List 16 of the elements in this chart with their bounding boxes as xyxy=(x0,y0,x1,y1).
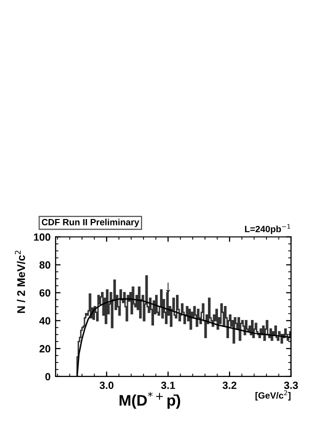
x-tick-label: 3.3 xyxy=(284,382,298,389)
text: L=240pb$^{−1}$ xyxy=(245,224,290,234)
y-tick-label: 80 xyxy=(39,261,50,269)
text: CDF Run II Preliminary xyxy=(42,218,140,228)
y-tick-label: 40 xyxy=(39,317,50,325)
x-axis-title: M(D$^{*+}$p̄) xyxy=(120,392,180,409)
x-tick-label: 3.1 xyxy=(161,382,176,389)
y-tick-label: 60 xyxy=(40,289,50,297)
text: [GeV/c$^{2}$] xyxy=(256,390,290,400)
x-tick-label: 3.2 xyxy=(222,382,236,389)
y-tick-label: 0 xyxy=(45,372,50,380)
y-axis-title: N / 2 MeV/c$^{2}$ xyxy=(14,250,26,313)
x-tick-label: 3.0 xyxy=(100,382,114,389)
annotation: ↓ xyxy=(166,282,170,293)
y-tick-label: 20 xyxy=(40,345,50,352)
y-tick-label: 100 xyxy=(34,233,50,241)
